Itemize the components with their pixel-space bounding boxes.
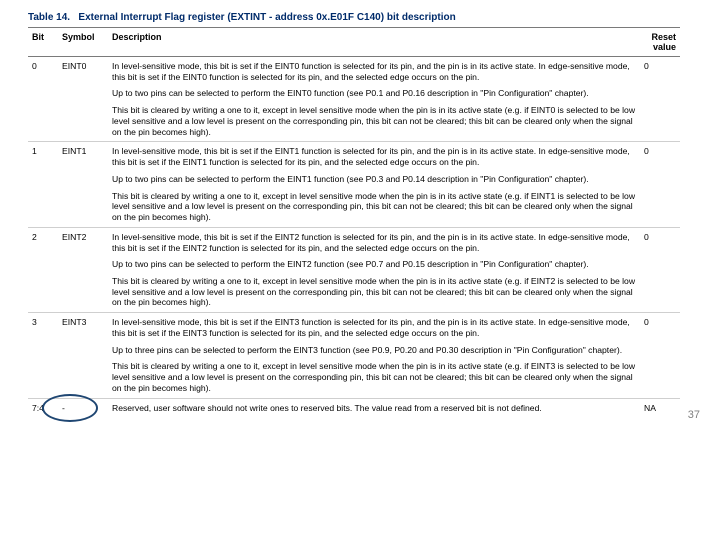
cell-symbol: -	[58, 398, 108, 417]
desc-para: This bit is cleared by writing a one to …	[112, 105, 636, 137]
desc-para: Up to two pins can be selected to perfor…	[112, 174, 636, 185]
cell-reset: 0	[640, 227, 680, 312]
desc-para: In level-sensitive mode, this bit is set…	[112, 146, 636, 167]
cell-bit: 0	[28, 57, 58, 142]
desc-para: This bit is cleared by writing a one to …	[112, 276, 636, 308]
cell-symbol: EINT2	[58, 227, 108, 312]
bit-description-table: Bit Symbol Description Reset value 0 EIN…	[28, 27, 680, 417]
desc-para: Reserved, user software should not write…	[112, 403, 636, 414]
cell-bit: 3	[28, 313, 58, 398]
cell-symbol: EINT1	[58, 142, 108, 227]
desc-para: This bit is cleared by writing a one to …	[112, 191, 636, 223]
table-header-row: Bit Symbol Description Reset value	[28, 28, 680, 57]
desc-para: In level-sensitive mode, this bit is set…	[112, 61, 636, 82]
table-caption: Table 14. External Interrupt Flag regist…	[28, 12, 680, 23]
cell-reset: 0	[640, 313, 680, 398]
col-reset: Reset value	[640, 28, 680, 57]
table-row: 2 EINT2 In level-sensitive mode, this bi…	[28, 227, 680, 312]
desc-para: This bit is cleared by writing a one to …	[112, 361, 636, 393]
desc-para: In level-sensitive mode, this bit is set…	[112, 317, 636, 338]
cell-description: In level-sensitive mode, this bit is set…	[108, 227, 640, 312]
desc-para: In level-sensitive mode, this bit is set…	[112, 232, 636, 253]
cell-description: In level-sensitive mode, this bit is set…	[108, 57, 640, 142]
cell-bit: 2	[28, 227, 58, 312]
desc-para: Up to two pins can be selected to perfor…	[112, 88, 636, 99]
cell-reset: 0	[640, 57, 680, 142]
cell-symbol: EINT3	[58, 313, 108, 398]
col-bit: Bit	[28, 28, 58, 57]
col-description: Description	[108, 28, 640, 57]
cell-description: In level-sensitive mode, this bit is set…	[108, 142, 640, 227]
cell-description: In level-sensitive mode, this bit is set…	[108, 313, 640, 398]
table-row: 1 EINT1 In level-sensitive mode, this bi…	[28, 142, 680, 227]
cell-symbol: EINT0	[58, 57, 108, 142]
slide-number: 37	[688, 409, 700, 421]
table-row: 3 EINT3 In level-sensitive mode, this bi…	[28, 313, 680, 398]
cell-description: Reserved, user software should not write…	[108, 398, 640, 417]
page: Table 14. External Interrupt Flag regist…	[0, 0, 720, 429]
table-number: Table 14.	[28, 12, 70, 23]
desc-para: Up to three pins can be selected to perf…	[112, 345, 636, 356]
cell-reset: 0	[640, 142, 680, 227]
desc-para: Up to two pins can be selected to perfor…	[112, 259, 636, 270]
table-row: 0 EINT0 In level-sensitive mode, this bi…	[28, 57, 680, 142]
table-title: External Interrupt Flag register (EXTINT…	[78, 12, 455, 23]
cell-bit: 1	[28, 142, 58, 227]
col-symbol: Symbol	[58, 28, 108, 57]
cell-reset: NA	[640, 398, 680, 417]
cell-bit: 7:4	[28, 398, 58, 417]
table-row: 7:4 - Reserved, user software should not…	[28, 398, 680, 417]
